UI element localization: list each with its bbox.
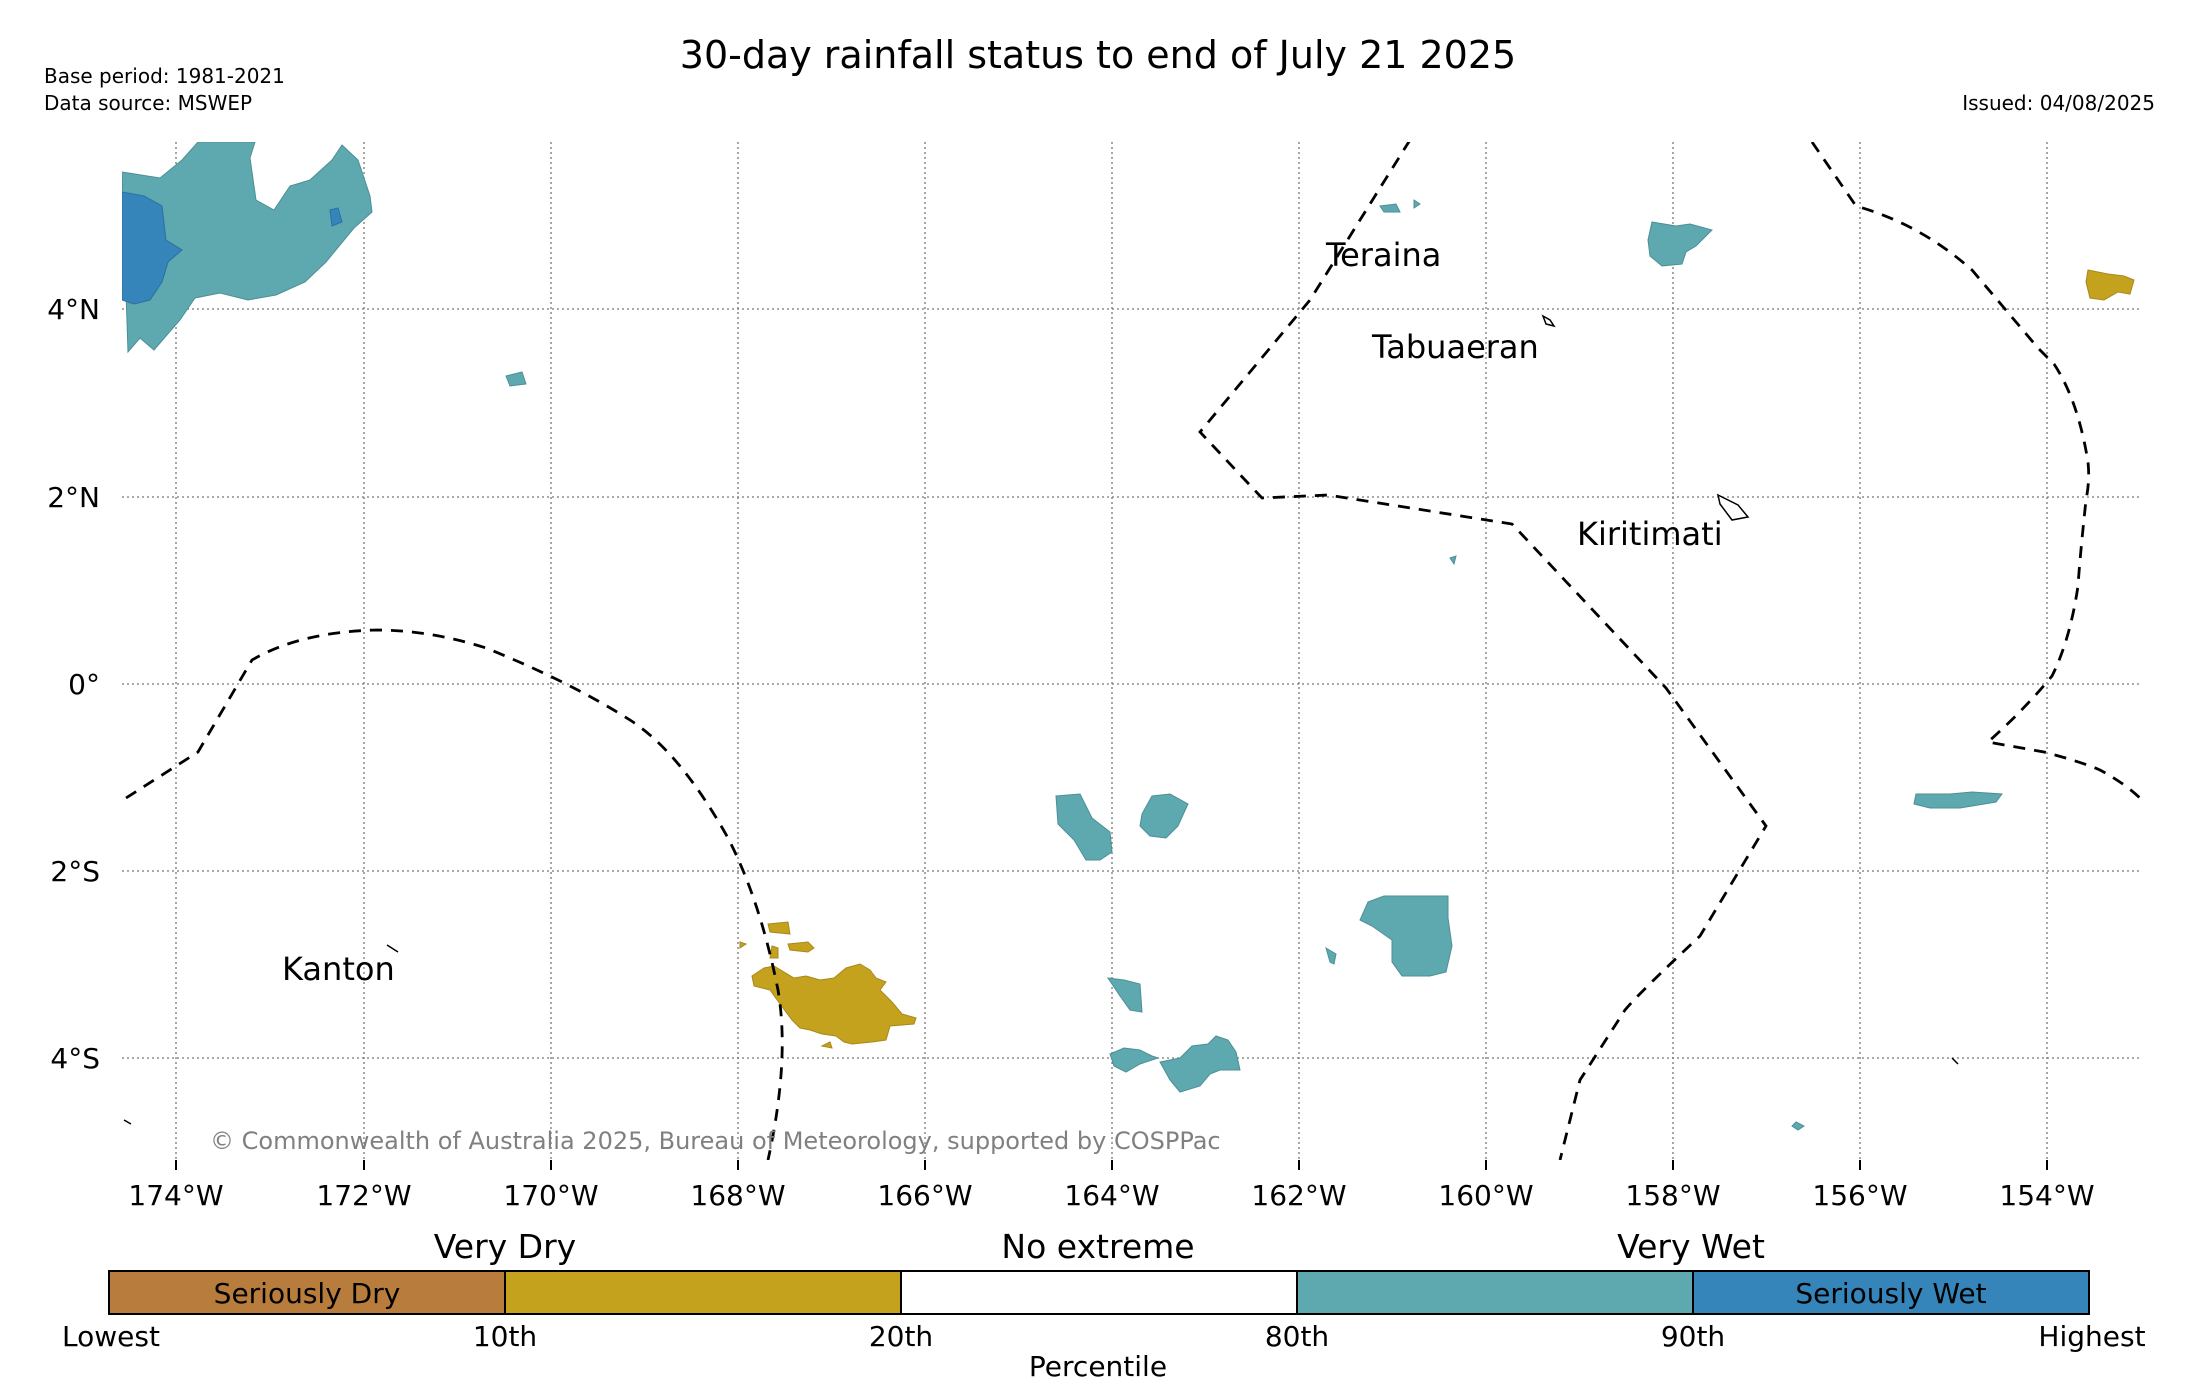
place-label-teraina: Teraina [1325, 236, 1441, 274]
legend-group-very-dry: Very Dry [434, 1227, 576, 1266]
eez-boundaries [125, 142, 2142, 1160]
legend-group-very-wet: Very Wet [1617, 1227, 1765, 1266]
legend-tick-10th: 10th [473, 1320, 537, 1353]
lon-label-166w: 166°W [877, 1179, 972, 1212]
very-dry-regions [739, 269, 2135, 1049]
lon-label-162w: 162°W [1251, 1179, 1346, 1212]
legend-tick-highest: Highest [2038, 1320, 2145, 1353]
issued-date-text: Issued: 04/08/2025 [1962, 91, 2155, 115]
legend-label-seriously-dry: Seriously Dry [214, 1277, 401, 1310]
lon-label-172w: 172°W [316, 1179, 411, 1212]
lon-label-156w: 156°W [1812, 1179, 1907, 1212]
legend-axis-label: Percentile [1029, 1350, 1167, 1380]
lat-label-2s: 2°S [50, 855, 100, 888]
legend-seg-seriously-wet [1693, 1271, 2089, 1314]
island-outlines [123, 314, 1959, 1125]
legend: Very Dry No extreme Very Wet Seriously D… [62, 1227, 2146, 1380]
very-wet-regions [122, 142, 2003, 1131]
legend-group-no-extreme: No extreme [1001, 1227, 1194, 1266]
seriously-wet-regions [122, 191, 343, 305]
place-label-kanton: Kanton [282, 950, 395, 988]
lon-label-168w: 168°W [690, 1179, 785, 1212]
place-label-kiritimati: Kiritimati [1577, 515, 1723, 553]
lon-tick-labels: 174°W 172°W 170°W 168°W 166°W 164°W 162°… [128, 1179, 2094, 1212]
lon-label-158w: 158°W [1625, 1179, 1720, 1212]
lon-label-154w: 154°W [1999, 1179, 2094, 1212]
lat-label-2n: 2°N [47, 481, 100, 514]
legend-tick-lowest: Lowest [62, 1320, 160, 1353]
place-labels: Teraina Tabuaeran Kiritimati Kanton [282, 236, 1723, 988]
legend-tick-80th: 80th [1265, 1320, 1329, 1353]
legend-seg-seriously-dry [109, 1271, 505, 1314]
legend-seg-very-wet [1297, 1271, 1693, 1314]
lon-tick-marks [175, 1160, 2048, 1170]
base-period-text: Base period: 1981-2021 [44, 64, 285, 88]
place-label-tabuaeran: Tabuaeran [1371, 328, 1539, 366]
lon-label-160w: 160°W [1438, 1179, 1533, 1212]
map-title: 30-day rainfall status to end of July 21… [680, 33, 1516, 77]
lat-label-4n: 4°N [47, 293, 100, 326]
legend-label-seriously-wet: Seriously Wet [1795, 1277, 1986, 1310]
lon-label-174w: 174°W [128, 1179, 223, 1212]
data-source-text: Data source: MSWEP [44, 91, 253, 115]
legend-seg-very-dry [505, 1271, 901, 1314]
legend-tick-90th: 90th [1661, 1320, 1725, 1353]
lon-label-170w: 170°W [503, 1179, 598, 1212]
legend-tick-20th: 20th [869, 1320, 933, 1353]
copyright-notice: © Commonwealth of Australia 2025, Bureau… [210, 1127, 1221, 1155]
legend-seg-no-extreme [901, 1271, 1297, 1314]
lon-label-164w: 164°W [1064, 1179, 1159, 1212]
lat-label-4s: 4°S [50, 1042, 100, 1075]
lat-label-0: 0° [68, 668, 100, 701]
lat-tick-labels: 4°N 2°N 0° 2°S 4°S [47, 293, 100, 1075]
